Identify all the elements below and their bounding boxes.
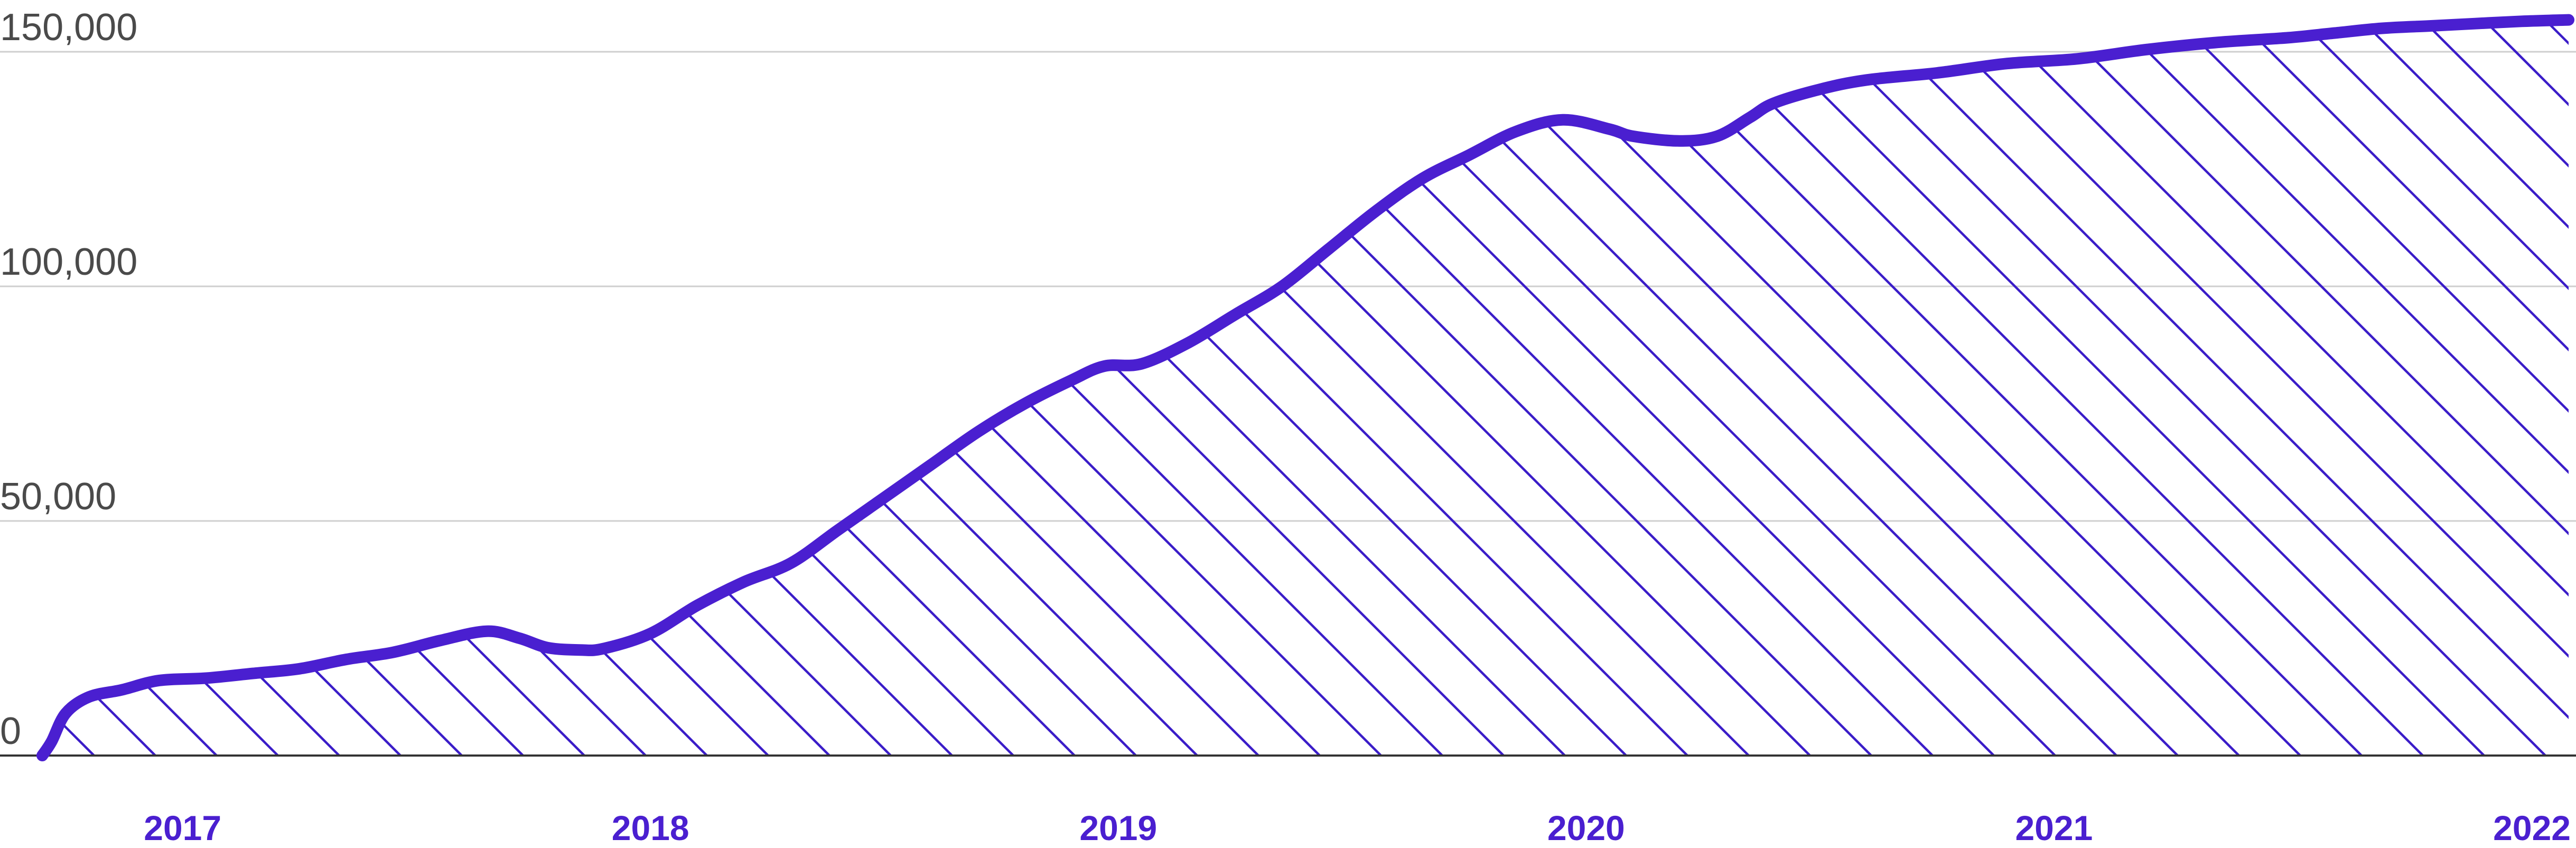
y-tick-label: 50,000 bbox=[0, 476, 116, 518]
hatch-line bbox=[257, 20, 1107, 756]
hatch-line bbox=[624, 20, 1474, 756]
hatch-line bbox=[73, 20, 923, 756]
x-tick-label: 2019 bbox=[1079, 808, 1157, 847]
x-tick-label: 2020 bbox=[1547, 808, 1625, 847]
hatch-line bbox=[2524, 20, 2569, 756]
hatch-line bbox=[2157, 20, 2569, 756]
hatch-line bbox=[931, 20, 1781, 756]
x-axis-ticks: 2017 2018 2019 2020 2021 2022 bbox=[144, 808, 2571, 847]
x-tick-label: 2021 bbox=[2015, 808, 2093, 847]
hatch-line bbox=[2218, 20, 2569, 756]
hatch-line bbox=[2402, 20, 2569, 756]
hatch-line bbox=[1666, 20, 2516, 756]
hatch-line bbox=[42, 20, 310, 756]
y-tick-label: 0 bbox=[0, 710, 21, 752]
hatch-line bbox=[42, 20, 433, 756]
y-tick-label: 150,000 bbox=[0, 6, 137, 49]
hatch-line bbox=[1421, 20, 2271, 756]
hatch-line bbox=[318, 20, 1168, 756]
hatch-line bbox=[2279, 20, 2569, 756]
hatch-line bbox=[379, 20, 1229, 756]
hatch-line bbox=[1544, 20, 2394, 756]
hatch-line bbox=[441, 20, 1291, 756]
hatch-line bbox=[2034, 20, 2569, 756]
y-tick-label: 100,000 bbox=[0, 241, 137, 283]
x-tick-label: 2022 bbox=[2493, 808, 2571, 847]
hatch-line bbox=[1728, 20, 2569, 756]
hatch-line bbox=[42, 20, 371, 756]
hatch-line bbox=[992, 20, 1842, 756]
hatch-line bbox=[2340, 20, 2569, 756]
hatch-line bbox=[42, 20, 862, 756]
hatch-line bbox=[1605, 20, 2455, 756]
hatch-line bbox=[195, 20, 1046, 756]
hatch-line bbox=[42, 20, 188, 756]
hatch-line bbox=[747, 20, 1597, 756]
y-axis-ticks: 0 50,000 100,000 150,000 bbox=[0, 6, 137, 752]
x-tick-label: 2017 bbox=[144, 808, 221, 847]
hatch-line bbox=[686, 20, 1536, 756]
hatch-line bbox=[2095, 20, 2569, 756]
hatch-line bbox=[42, 20, 617, 756]
hatch-line bbox=[1789, 20, 2569, 756]
hatch-line bbox=[1053, 20, 1903, 756]
hatch-line bbox=[134, 20, 984, 756]
series-line bbox=[36, 14, 2574, 761]
hatch-line bbox=[1911, 20, 2569, 756]
hatch-line bbox=[1360, 20, 2210, 756]
hatch-line bbox=[502, 20, 1352, 756]
hatch-line bbox=[42, 20, 249, 756]
hatch-line bbox=[42, 20, 678, 756]
x-tick-label: 2018 bbox=[612, 808, 689, 847]
hatch-line bbox=[42, 20, 739, 756]
hatch-line bbox=[1850, 20, 2569, 756]
hatch-line bbox=[42, 20, 494, 756]
hatch-line bbox=[1973, 20, 2569, 756]
hatch-line bbox=[1482, 20, 2332, 756]
hatch-line bbox=[42, 20, 555, 756]
hatch-line bbox=[1237, 20, 2087, 756]
